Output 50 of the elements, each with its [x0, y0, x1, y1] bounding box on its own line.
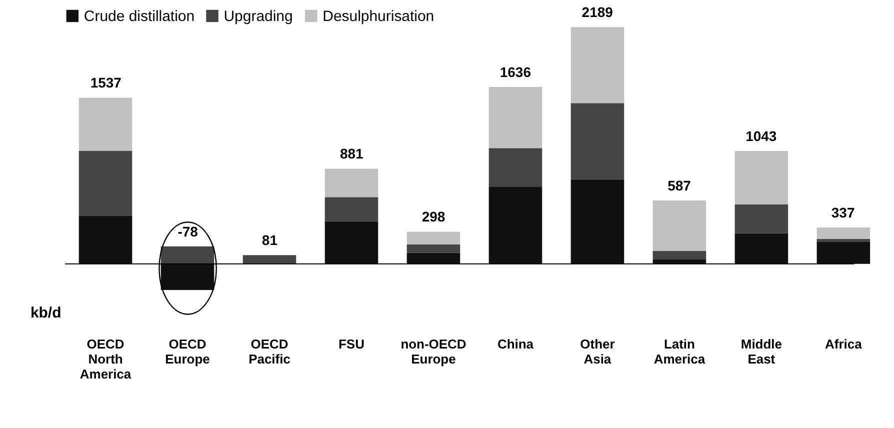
bar — [78, 216, 132, 264]
annotation: 81 — [262, 232, 278, 248]
legend-label: Crude distillation — [84, 8, 195, 25]
x-tick-label: OECD Europe — [165, 336, 210, 366]
annotation: -78 — [178, 223, 198, 240]
bar — [242, 255, 296, 264]
annotation: 298 — [422, 208, 446, 225]
x-tick-label: non-OECD Europe — [400, 336, 466, 366]
bar — [78, 150, 132, 216]
legend-label: Desulphurisation — [322, 8, 434, 25]
x-tick-label: Middle East — [740, 336, 782, 366]
annotation: 337 — [831, 204, 855, 220]
bar — [816, 242, 870, 264]
bar — [324, 168, 378, 198]
y-axis-title: kb/d — [30, 304, 62, 322]
annotation: 1636 — [500, 64, 532, 80]
annotation: 2189 — [582, 4, 614, 20]
bar — [324, 197, 378, 222]
bar — [570, 179, 624, 264]
annotation: 1043 — [746, 128, 777, 144]
bar — [160, 264, 214, 290]
bar — [570, 27, 624, 104]
bar — [652, 250, 706, 260]
x-tick-label: Other Asia — [580, 336, 615, 366]
annotation: 881 — [340, 146, 364, 162]
annotation: 587 — [668, 177, 692, 194]
legend-label: Upgrading — [224, 8, 293, 25]
bar — [78, 98, 132, 151]
bar — [734, 204, 788, 234]
bar — [324, 221, 378, 264]
bar — [488, 87, 542, 148]
bar — [406, 244, 460, 253]
bar — [570, 103, 624, 180]
bar — [816, 227, 870, 239]
bar — [734, 233, 788, 264]
x-tick-label: OECD Pacific — [248, 336, 290, 366]
bar — [488, 186, 542, 264]
bar — [406, 252, 460, 264]
bar — [734, 150, 788, 204]
bar — [160, 246, 214, 264]
bar — [652, 259, 706, 264]
annotation: 1537 — [90, 74, 122, 91]
x-tick-label: Africa — [825, 336, 863, 352]
bar — [406, 232, 460, 245]
bar — [488, 148, 542, 187]
x-tick-label: China — [497, 336, 534, 352]
bar — [652, 200, 706, 251]
x-tick-label: Latin America — [654, 336, 706, 366]
x-tick-label: FSU — [338, 336, 364, 352]
x-tick-label: OECD North America — [80, 336, 132, 382]
